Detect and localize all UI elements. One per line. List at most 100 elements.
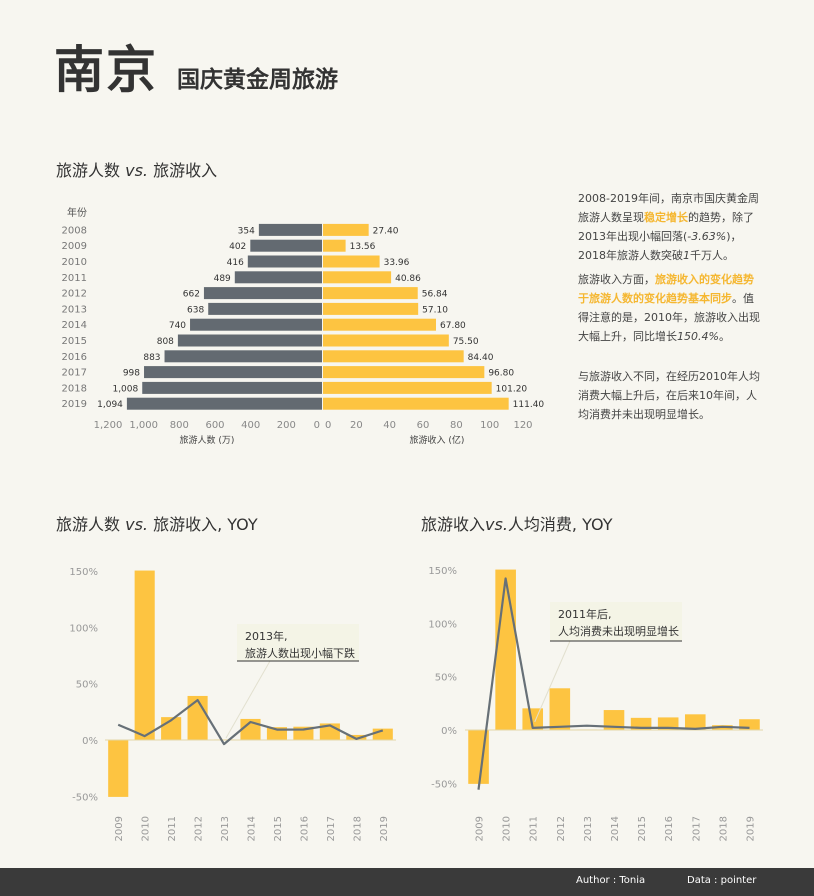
y-axis-tick: 50%	[435, 673, 457, 684]
section2-title-vs: vs.	[125, 515, 148, 534]
left-axis-tick: 1,000	[129, 420, 158, 431]
yoy-bar	[108, 740, 129, 797]
left-axis-tick: 800	[170, 420, 189, 431]
year-label: 2013	[62, 304, 87, 315]
note-2: 旅游收入方面，旅游收入的变化趋势于旅游人数的变化趋势基本同步。值得注意的是，20…	[578, 270, 760, 346]
visitor-bar	[250, 239, 322, 252]
yoy-bar	[684, 714, 706, 730]
yoy-bar	[346, 734, 367, 740]
visitor-value-label: 1,094	[97, 400, 123, 410]
year-label: 2011	[62, 273, 87, 284]
revenue-value-label: 27.40	[373, 226, 399, 236]
section1-title-a: 旅游人数	[56, 161, 126, 180]
note-1-part-3: -3.63%	[687, 230, 727, 243]
left-axis-tick: 200	[277, 420, 296, 431]
x-axis-tick: 2015	[273, 816, 284, 841]
yoy-line	[117, 699, 384, 746]
revenue-bar	[323, 271, 392, 284]
section2-title: 旅游人数 vs. 旅游收入, YOY	[56, 514, 258, 536]
note-1-part-4: )，2018年旅游人数突破	[578, 230, 742, 262]
visitor-value-label: 638	[187, 305, 204, 315]
visitor-bar	[142, 381, 322, 394]
annotation-leader	[534, 640, 571, 723]
x-axis-tick: 2011	[529, 816, 540, 841]
revenue-bar	[323, 302, 419, 315]
right-axis-title: 旅游收入 (亿)	[410, 434, 465, 446]
y-axis-tick: 0%	[441, 726, 457, 737]
y-axis-tick: 50%	[76, 680, 98, 691]
visitor-bar	[258, 223, 322, 236]
yoy-line	[477, 577, 750, 790]
year-label: 2017	[62, 368, 87, 379]
yoy-bar	[495, 569, 516, 730]
x-axis-tick: 2019	[745, 816, 756, 841]
annotation-text: 2013年,	[245, 629, 288, 643]
x-axis-tick: 2009	[114, 816, 125, 841]
x-axis-tick: 2009	[475, 816, 486, 841]
visitor-bar	[247, 255, 322, 268]
visitor-value-label: 740	[169, 321, 186, 331]
annotation-text: 人均消费未出现明显增长	[558, 624, 679, 638]
note-1-part-5: 1	[683, 249, 690, 262]
x-axis-tick: 2017	[691, 816, 702, 841]
page-title: 南京	[54, 41, 158, 99]
x-axis-tick: 2013	[220, 816, 231, 841]
right-axis-tick: 80	[450, 420, 463, 431]
revenue-bar	[323, 255, 380, 268]
x-axis-tick: 2013	[583, 816, 594, 841]
year-label: 2009	[62, 241, 87, 252]
page-subtitle: 国庆黄金周旅游	[177, 67, 338, 93]
note-3-part-0: 与旅游收入不同，在经历2010年人均消费大幅上升后，在后来10年间，人均消费并未…	[578, 370, 760, 421]
right-axis-tick: 0	[325, 420, 331, 431]
year-label: 2010	[62, 257, 87, 268]
visitor-bar	[203, 287, 322, 300]
note-2-part-1: 旅游收入的变化趋势于旅游人数的变化趋势基本同步	[578, 273, 754, 305]
section1-title-vs: vs.	[125, 161, 148, 180]
year-label: 2018	[62, 383, 87, 394]
y-axis-tick: 100%	[69, 623, 98, 634]
note-2-part-0: 旅游收入方面，	[578, 273, 655, 286]
x-axis-tick: 2019	[379, 816, 390, 841]
x-axis-tick: 2016	[664, 816, 675, 841]
revenue-value-label: 56.84	[422, 290, 448, 300]
x-axis-tick: 2015	[637, 816, 648, 841]
footer-author: Author : Tonia	[576, 875, 646, 886]
note-3: 与旅游收入不同，在经历2010年人均消费大幅上升后，在后来10年间，人均消费并未…	[578, 367, 760, 424]
x-axis-tick: 2010	[502, 816, 513, 841]
left-axis-tick: 400	[241, 420, 260, 431]
section3-title-b: 人均消费, YOY	[507, 515, 613, 534]
note-1-part-6: 千万人。	[690, 249, 734, 262]
annotation-text: 2011年后,	[558, 607, 612, 621]
y-axis-tick: -50%	[72, 792, 98, 803]
revenue-value-label: 101.20	[496, 384, 528, 394]
section3-title: 旅游收入vs.人均消费, YOY	[421, 514, 612, 536]
x-axis-tick: 2012	[194, 816, 205, 841]
note-2-part-4: 。	[718, 330, 730, 343]
visitor-bar	[234, 271, 322, 284]
right-axis-tick: 120	[513, 420, 532, 431]
revenue-value-label: 96.80	[488, 369, 514, 379]
visitor-value-label: 416	[227, 258, 244, 268]
revenue-value-label: 33.96	[384, 258, 410, 268]
revenue-bar	[323, 397, 509, 410]
visitor-bar	[164, 350, 322, 363]
x-axis-tick: 2014	[247, 816, 258, 841]
left-axis-tick: 1,200	[94, 420, 123, 431]
yoy-bar	[134, 570, 155, 740]
annotation-box	[237, 624, 359, 661]
y-axis-tick: -50%	[431, 779, 457, 790]
left-axis-tick: 600	[205, 420, 224, 431]
x-axis-tick: 2017	[326, 816, 337, 841]
revenue-bar	[323, 381, 492, 394]
year-label: 2008	[62, 225, 87, 236]
note-2-part-3: 150.4%	[677, 330, 719, 343]
revenue-value-label: 75.50	[453, 337, 479, 347]
visitor-bar	[208, 302, 322, 315]
y-axis-tick: 150%	[69, 567, 98, 578]
visitor-bar	[144, 366, 322, 379]
x-axis-tick: 2018	[352, 816, 363, 841]
revenue-value-label: 40.86	[395, 274, 421, 284]
annotation-text: 旅游人数出现小幅下跌	[245, 646, 355, 660]
revenue-bar	[323, 287, 418, 300]
revenue-bar	[323, 366, 485, 379]
